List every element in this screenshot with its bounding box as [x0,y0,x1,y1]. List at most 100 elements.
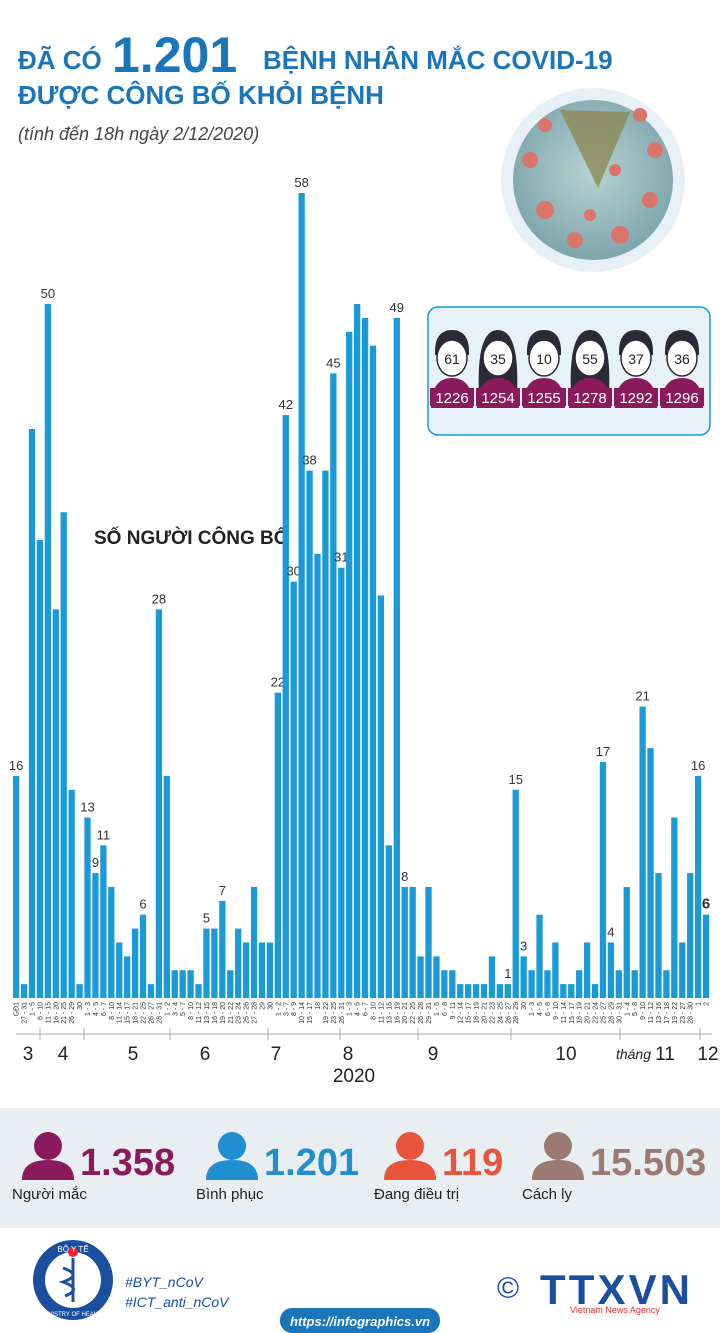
patient-panel [427,306,711,436]
value-label: 50 [41,286,55,301]
agency-en: Vietnam News Agency [570,1305,660,1315]
x-tick-label: 16 - 20 [53,1002,60,1024]
bar [496,984,504,998]
face [620,339,652,377]
x-tick-label: 1 - 4 [624,1002,631,1016]
bar [536,914,543,998]
month-label: 3 [23,1044,34,1065]
month-label: 10 [555,1044,576,1065]
bar [44,304,52,998]
x-tick-label: 5 - 8 [632,1002,639,1016]
bar [330,373,337,998]
bar [179,970,186,998]
x-tick-label: 11 - 14 [117,1002,124,1023]
url: https://infographics.vn [290,1314,430,1329]
patient-icon: 61 1226 [430,330,474,408]
x-tick-label: 28 - 29 [608,1002,615,1024]
bar [663,970,670,998]
x-tick-label: 23 - 27 [680,1002,687,1024]
bar [155,609,163,998]
value-label: 11 [97,827,111,842]
month-label: 9 [428,1044,439,1065]
x-tick-label: 11 - 12 [378,1002,385,1023]
bar [52,609,59,998]
agency-logo: TTXVN [540,1266,690,1313]
value-label: 7 [219,883,226,898]
bar [631,970,638,998]
bar [353,304,361,998]
value-label: 6 [702,896,710,913]
x-tick-label: 9 - 10 [640,1002,647,1020]
x-tick-label: 1 - 2 [275,1002,282,1016]
x-tick-label: 27 - 31 [22,1002,29,1024]
x-tick-label: 18 [315,1002,322,1010]
bar [679,942,686,998]
patient-icon: 37 1292 [614,330,658,408]
x-tick-label: 30 - 31 [616,1002,623,1024]
month-word: tháng [616,1046,651,1062]
bar [187,970,194,998]
x-tick-label: 1 - 2 [164,1002,171,1016]
bar [124,956,131,998]
stat-value: 119 [442,1142,503,1184]
bar [472,984,480,998]
value-label: 42 [279,397,293,412]
bar [361,317,369,998]
x-tick-label: 4 - 5 [355,1002,362,1016]
bar [528,970,535,998]
id-bg [430,388,474,406]
title-pre: ĐÃ CÓ [18,45,102,75]
bar [338,567,345,998]
title-number: 1.201 [112,27,237,83]
bar [100,845,107,998]
patient-age: 36 [674,351,690,367]
bar [369,345,377,998]
bar [409,886,416,998]
bar [385,845,393,998]
x-tick-label: 29 - 31 [426,1002,433,1024]
x-tick-label: 6 - 8 [442,1002,449,1016]
value-label: 31 [334,550,348,565]
id-bg [660,388,704,406]
x-tick-label: 4 - 5 [537,1002,544,1016]
url-pill [280,1308,440,1333]
bar [116,942,123,998]
x-tick-label: 28 - 31 [156,1002,163,1024]
x-tick-label: 28 - 30 [688,1002,695,1024]
x-tick-label: 27 - 28 [252,1002,259,1024]
x-tick-label: 21 - 25 [61,1002,68,1024]
patient-icon: 36 1296 [660,330,704,408]
hashtag: #BYT_nCoV [125,1274,204,1290]
patient-icon: 10 1255 [522,330,566,408]
bar [623,886,630,998]
stat-icon-head [34,1132,62,1160]
stat-icon-head [544,1132,572,1160]
bar [433,956,440,998]
id-bg [614,388,658,406]
bar [465,984,472,998]
bar [250,886,258,998]
month-label: 12 [697,1044,718,1065]
x-tick-label: 11 - 15 [45,1002,52,1023]
x-tick-label: 1 - 5 [434,1002,441,1016]
x-tick-label: 6 - 10 [37,1002,44,1020]
value-label: 16 [691,758,705,773]
x-tick-label: 2 [704,1002,711,1006]
x-tick-label: GĐ1 [14,1002,21,1017]
month-label: 5 [128,1044,139,1065]
copyright: © [497,1272,519,1305]
bar [92,873,99,998]
bar [591,984,599,998]
x-tick-label: 26 - 31 [339,1002,346,1024]
id-bg [568,388,612,406]
bar [552,942,559,998]
patient-icon: 35 1254 [476,330,520,408]
patient-age: 37 [628,351,644,367]
value-label: 1 [504,966,511,981]
x-tick-label: 15 - 17 [569,1002,576,1024]
bar [147,984,155,998]
x-tick-label: 16 - 19 [394,1002,401,1024]
x-tick-label: 30 [77,1002,84,1010]
bar [258,942,266,998]
x-tick-label: 15 - 17 [466,1002,473,1024]
